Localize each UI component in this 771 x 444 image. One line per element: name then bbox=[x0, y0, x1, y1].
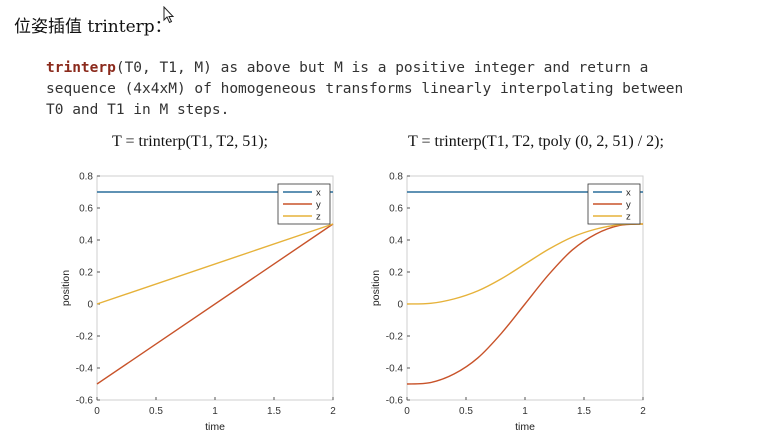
y-tick-label: -0.6 bbox=[76, 396, 94, 407]
y-tick-label: 0.4 bbox=[79, 236, 93, 247]
description-line-1: (T0, T1, M) as above but M is a positive… bbox=[115, 60, 649, 76]
y-tick-label: 0.6 bbox=[79, 204, 93, 215]
y-tick-label: 0.8 bbox=[79, 172, 93, 183]
description: trinterp(T0, T1, M) as above but M is a … bbox=[46, 58, 683, 121]
description-line-3: T0 and T1 in M steps. bbox=[46, 102, 230, 118]
y-tick-label: 0.6 bbox=[389, 204, 403, 215]
x-tick-label: 0 bbox=[94, 406, 100, 417]
chart-linear-interpolation: -0.6 -0.4 -0.2 0 0.2 0.4 0.6 0.8 0 0.5 1 1.5 2 time po… bbox=[60, 172, 336, 434]
legend-label-z: z bbox=[316, 212, 321, 223]
series-line-z bbox=[406, 223, 644, 305]
description-line-2: sequence (4x4xM) of homogeneous transfor… bbox=[46, 81, 684, 97]
legend-label-z: z bbox=[626, 212, 631, 223]
description-keyword: trinterp bbox=[46, 60, 116, 76]
y-axis-label: position bbox=[60, 270, 72, 306]
x-axis-label: time bbox=[205, 421, 225, 433]
x-tick-label: 2 bbox=[640, 406, 646, 417]
y-tick-label: 0.8 bbox=[389, 172, 403, 183]
y-tick-label: 0.2 bbox=[79, 268, 93, 279]
x-axis-label: time bbox=[515, 421, 535, 433]
y-tick-label: 0.4 bbox=[389, 236, 403, 247]
x-tick-label: 0.5 bbox=[459, 406, 473, 417]
series-line-y bbox=[96, 223, 334, 385]
heading: 位姿插值 trinterp： bbox=[14, 17, 172, 37]
y-tick-label: 0 bbox=[87, 300, 93, 311]
x-tick-label: 1.5 bbox=[577, 406, 591, 417]
y-tick-label: -0.4 bbox=[76, 364, 94, 375]
y-tick-label: 0.2 bbox=[389, 268, 403, 279]
y-tick-label: -0.4 bbox=[386, 364, 404, 375]
x-tick-label: 0.5 bbox=[149, 406, 163, 417]
y-tick-label: -0.2 bbox=[386, 332, 404, 343]
mouse-cursor-icon bbox=[163, 6, 175, 24]
y-tick-label: -0.6 bbox=[386, 396, 404, 407]
legend-label-x: x bbox=[626, 188, 631, 199]
chart-1-caption: T = trinterp(T1, T2, 51); bbox=[112, 133, 268, 150]
chart-tpoly-interpolation: -0.6 -0.4 -0.2 0 0.2 0.4 0.6 0.8 0 0.5 1 1.5 2 time po… bbox=[370, 172, 646, 434]
y-tick-label: 0 bbox=[397, 300, 403, 311]
x-tick-label: 1 bbox=[212, 406, 218, 417]
x-tick-label: 1.5 bbox=[267, 406, 281, 417]
x-tick-label: 0 bbox=[404, 406, 410, 417]
legend-label-x: x bbox=[316, 188, 321, 199]
series-line-y bbox=[406, 223, 644, 385]
series-line-z bbox=[96, 223, 334, 305]
y-axis-label: position bbox=[370, 270, 382, 306]
legend-label-y: y bbox=[316, 200, 321, 211]
y-tick-label: -0.2 bbox=[76, 332, 94, 343]
x-tick-label: 2 bbox=[330, 406, 336, 417]
x-tick-label: 1 bbox=[522, 406, 528, 417]
legend-label-y: y bbox=[626, 200, 631, 211]
chart-2-caption: T = trinterp(T1, T2, tpoly (0, 2, 51) / … bbox=[408, 133, 664, 150]
